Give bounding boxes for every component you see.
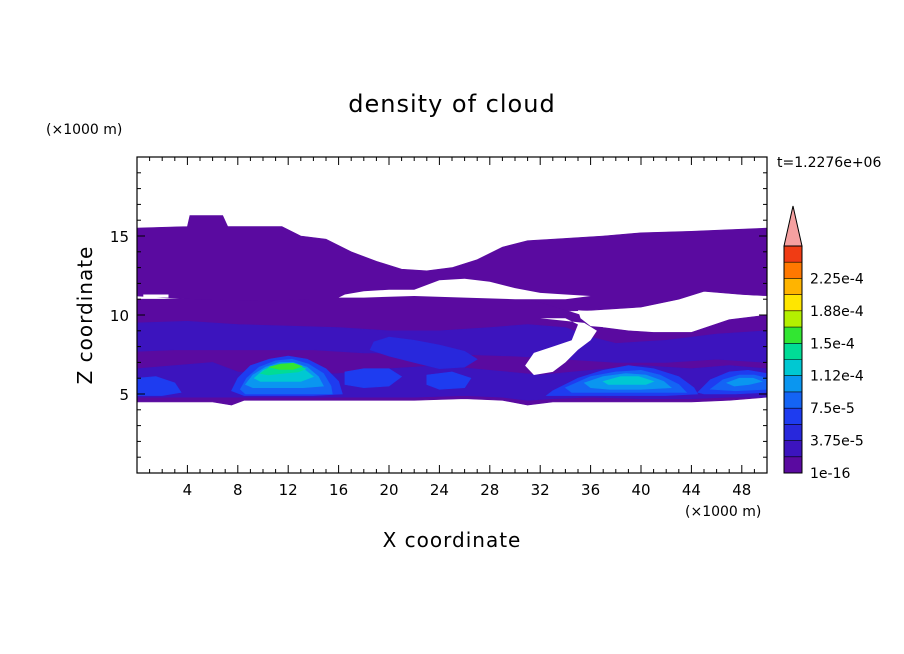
cloud-region (725, 377, 764, 387)
cloud-region (344, 368, 403, 389)
y-axis-label: Z coordinate (73, 246, 97, 385)
colorbar-segment (784, 327, 802, 344)
cloud-region (602, 376, 655, 385)
colorbar-label: 1.88e-4 (810, 304, 864, 320)
colorbar-segment (784, 262, 802, 279)
x-tick-label: 36 (581, 481, 600, 499)
y-tick-label: 5 (119, 386, 129, 404)
colorbar-label: 1e-16 (810, 466, 850, 482)
colorbar-segment (784, 359, 802, 376)
colorbar-segment (784, 456, 802, 473)
y-tick-label: 10 (110, 307, 129, 325)
x-tick-label: 48 (732, 481, 751, 499)
colorbar-segment (784, 246, 802, 263)
colorbar-segment (784, 440, 802, 457)
colorbar-segment (784, 424, 802, 441)
x-tick-label: 8 (233, 481, 243, 499)
y-unit-label: (×1000 m) (46, 122, 122, 138)
y-tick-label: 15 (110, 228, 129, 246)
colorbar-segment (784, 343, 802, 360)
cloud-region (269, 362, 303, 370)
colorbar-label: 7.5e-5 (810, 401, 855, 417)
colorbar-label: 3.75e-5 (810, 434, 864, 450)
colorbar-segment (784, 278, 802, 295)
x-tick-label: 32 (531, 481, 550, 499)
clear-region (143, 294, 169, 298)
cloud-region (369, 336, 478, 370)
clear-region (338, 278, 591, 300)
colorbar-label: 2.25e-4 (810, 271, 864, 287)
clear-region (578, 310, 641, 328)
plot-area (137, 215, 767, 406)
x-axis-label: X coordinate (383, 528, 522, 552)
x-tick-label: 4 (183, 481, 193, 499)
x-tick-label: 44 (682, 481, 701, 499)
colorbar-label: 1.12e-4 (810, 369, 864, 385)
x-tick-label: 24 (430, 481, 449, 499)
colorbar-segment (784, 310, 802, 328)
x-tick-label: 28 (480, 481, 499, 499)
cloud-region (426, 371, 472, 390)
x-tick-label: 20 (379, 481, 398, 499)
colorbar-segment (784, 375, 802, 392)
cloud-region (137, 320, 767, 363)
x-tick-label: 40 (631, 481, 650, 499)
colorbar-segment (784, 391, 802, 409)
cloud-region (137, 376, 182, 396)
colorbar-label: 1.5e-4 (810, 336, 855, 352)
chart-title: density of cloud (348, 90, 555, 118)
x-unit-label: (×1000 m) (685, 504, 761, 520)
colorbar-extend-max (783, 205, 803, 247)
x-tick-label: 16 (329, 481, 348, 499)
colorbar-segment (784, 294, 802, 311)
clear-region (525, 318, 597, 375)
x-tick-label: 12 (279, 481, 298, 499)
colorbar-segment (784, 408, 802, 425)
clear-region (716, 294, 767, 300)
time-label: t=1.2276e+06 (777, 155, 881, 171)
colorbar: 1e-16 3.75e-5 7.5e-5 1.12e-4 1.5e-4 1.88e-4 2.… (783, 205, 864, 482)
